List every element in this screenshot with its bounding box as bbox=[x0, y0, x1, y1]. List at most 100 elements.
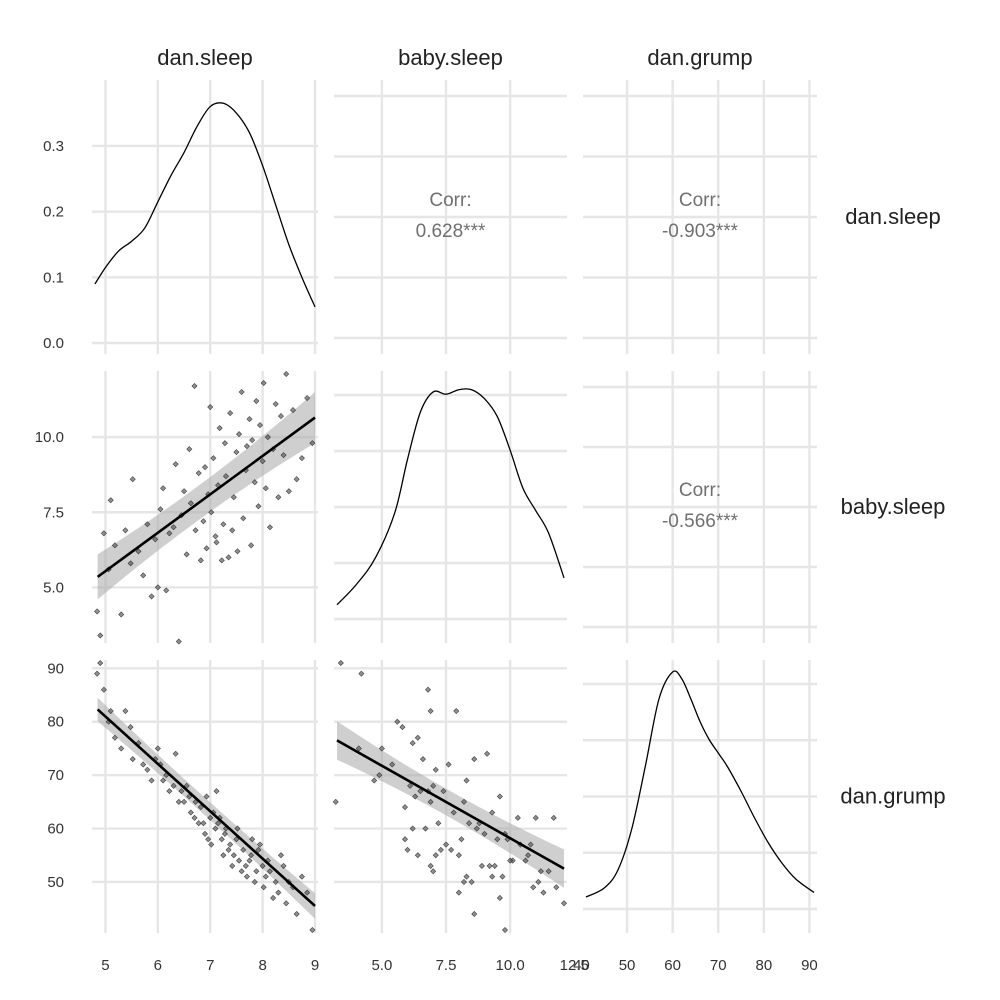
scatter-point bbox=[183, 551, 190, 558]
scatter-point bbox=[407, 782, 414, 789]
scatter-point bbox=[197, 557, 204, 564]
scatter-point bbox=[481, 830, 488, 837]
scatter-point bbox=[453, 708, 460, 715]
scatter-point bbox=[234, 825, 241, 832]
scatter-point bbox=[215, 820, 222, 827]
scatter-point bbox=[458, 836, 465, 843]
scatter-point bbox=[471, 756, 478, 763]
scatter-point bbox=[107, 708, 114, 715]
scatter-point bbox=[272, 878, 279, 885]
scatter-point bbox=[170, 524, 177, 531]
y-tick-label-density: 0.3 bbox=[43, 138, 64, 155]
y-tick-label-dan.grump: 90 bbox=[47, 660, 64, 677]
panel-grid-2-0 bbox=[92, 660, 318, 933]
scatter-point bbox=[337, 659, 344, 667]
scatter-point bbox=[489, 873, 496, 880]
y-tick-label-density: 0.0 bbox=[43, 335, 64, 352]
scatter-point bbox=[218, 557, 225, 564]
scatter-point bbox=[192, 527, 199, 534]
scatter-point bbox=[129, 476, 136, 483]
fit-line-2_1 bbox=[336, 739, 565, 870]
scatter-point bbox=[358, 670, 365, 677]
scatter-point bbox=[251, 479, 258, 486]
column-strip-label: dan.grump bbox=[647, 45, 752, 70]
scatter-point bbox=[238, 389, 245, 396]
scatter-point bbox=[304, 889, 311, 896]
scatter-point bbox=[240, 846, 247, 853]
scatter-point bbox=[463, 873, 470, 880]
scatter-point bbox=[225, 554, 232, 561]
scatter-point bbox=[234, 548, 241, 555]
scatter-point bbox=[172, 750, 179, 757]
scatter-point bbox=[201, 830, 209, 837]
scatter-point bbox=[233, 836, 240, 843]
scatter-point bbox=[236, 857, 243, 864]
scatter-point bbox=[501, 926, 509, 934]
scatter-point bbox=[148, 593, 155, 600]
scatter-point bbox=[154, 745, 161, 752]
density-curve-dan.grump bbox=[585, 670, 815, 898]
scatter-point bbox=[255, 503, 262, 510]
scatter-point bbox=[160, 777, 167, 784]
scatter-point bbox=[560, 900, 568, 907]
corr-value: -0.903*** bbox=[662, 221, 739, 242]
scatter-point bbox=[507, 857, 514, 864]
scatter-point bbox=[537, 868, 544, 875]
scatter-point bbox=[249, 836, 256, 843]
corr-value: 0.628*** bbox=[416, 221, 486, 242]
scatter-point bbox=[212, 533, 219, 540]
scatter-point bbox=[266, 524, 273, 531]
scatter-point bbox=[260, 379, 267, 387]
scatter-point bbox=[118, 611, 125, 618]
scatter-point bbox=[148, 777, 155, 784]
scatter-point bbox=[122, 708, 129, 715]
scatter-point bbox=[195, 470, 202, 477]
corr-label: Corr: bbox=[679, 480, 721, 501]
scatter-point bbox=[376, 772, 383, 779]
scatter-point bbox=[220, 852, 227, 859]
scatter-point bbox=[260, 884, 267, 891]
x-tick-label-baby.sleep: 5.0 bbox=[371, 957, 392, 974]
scatter-point bbox=[186, 446, 193, 453]
fit-line-1_0 bbox=[96, 416, 316, 578]
x-tick-label-dan.grump: 40 bbox=[573, 957, 590, 974]
scatter-point bbox=[535, 878, 542, 885]
scatter-point bbox=[213, 788, 220, 795]
scatter-point bbox=[412, 793, 419, 800]
scatter-point bbox=[203, 793, 210, 800]
scatter-point bbox=[163, 587, 170, 594]
scatter-point bbox=[280, 452, 287, 459]
x-tick-label-baby.sleep: 12.5 bbox=[560, 957, 589, 974]
scatter-point bbox=[233, 449, 240, 456]
scatter-point bbox=[160, 485, 167, 492]
scatter-point bbox=[111, 542, 118, 549]
scatter-point bbox=[484, 750, 491, 757]
scatter-point bbox=[127, 724, 134, 731]
scatter-point bbox=[140, 572, 147, 579]
scatter-point bbox=[277, 413, 284, 420]
scatter-point bbox=[243, 443, 250, 450]
scatter-point bbox=[227, 410, 234, 417]
panel-grid-1-1 bbox=[334, 371, 567, 643]
scatter-point bbox=[200, 518, 207, 525]
scatter-point bbox=[210, 455, 217, 462]
scatter-point bbox=[253, 398, 260, 405]
scatter-point bbox=[285, 488, 292, 495]
y-tick-label-dan.grump: 50 bbox=[47, 874, 64, 891]
y-tick-label-dan.grump: 70 bbox=[47, 767, 64, 784]
scatter-point bbox=[221, 830, 228, 837]
scatter-point bbox=[181, 798, 188, 805]
scatter-point bbox=[170, 782, 177, 789]
scatter-point bbox=[97, 659, 104, 667]
x-tick-label-dan.sleep: 7 bbox=[206, 957, 214, 974]
scatter-point bbox=[414, 734, 421, 741]
scatter-point bbox=[191, 814, 198, 821]
scatter-point bbox=[532, 814, 539, 821]
scatter-point bbox=[152, 536, 159, 543]
scatter-point bbox=[253, 868, 260, 875]
scatter-point bbox=[94, 670, 101, 677]
scatter-point bbox=[450, 809, 457, 816]
scatter-point bbox=[448, 846, 455, 853]
scatter-point bbox=[178, 788, 185, 795]
scatter-point bbox=[522, 857, 529, 864]
